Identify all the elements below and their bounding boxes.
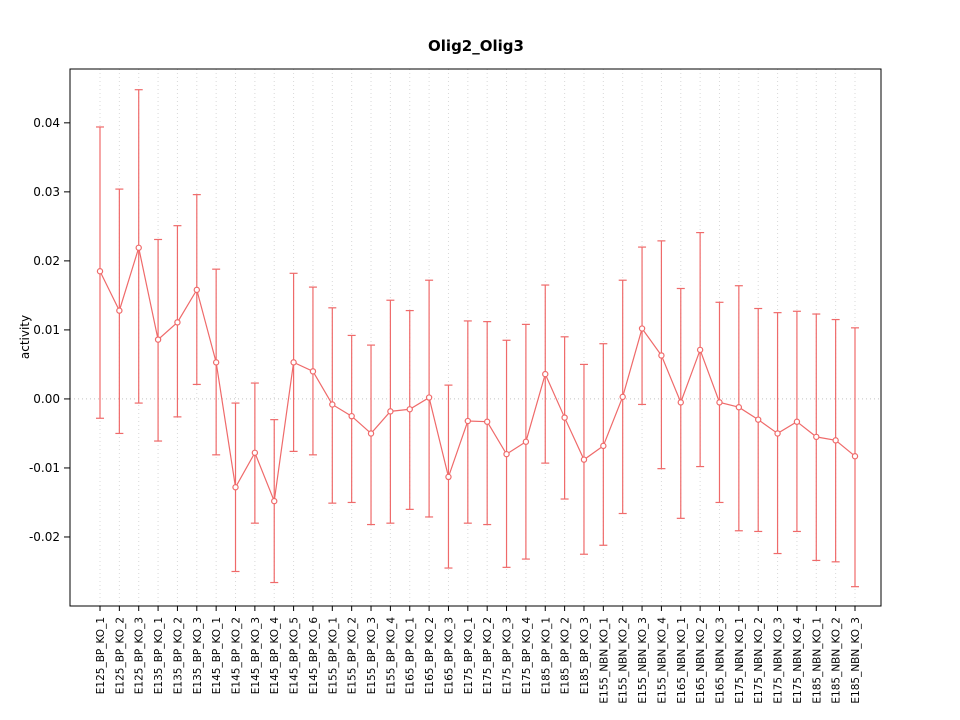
data-point (174, 319, 181, 326)
data-point (329, 401, 336, 408)
data-point (464, 417, 472, 425)
data-point (619, 393, 626, 401)
x-tick-label: E185_BP_KO_1 (540, 617, 552, 694)
data-point (387, 408, 394, 415)
data-point (832, 437, 839, 444)
data-point (658, 352, 665, 359)
y-tick-label: 0.03 (33, 185, 60, 199)
data-point (116, 307, 123, 314)
plot-border (69, 68, 882, 607)
data-point (212, 359, 220, 366)
y-tick-label: -0.02 (29, 530, 60, 544)
data-point (793, 418, 801, 425)
x-tick-label: E165_BP_KO_1 (405, 617, 417, 694)
x-tick-label: E145_BP_KO_6 (308, 617, 320, 695)
data-point (232, 484, 239, 491)
x-tick-label: E175_NBN_KO_1 (734, 617, 746, 704)
data-point (367, 430, 375, 437)
data-point (193, 286, 200, 294)
data-point (96, 268, 104, 275)
x-tick-label: E185_BP_KO_2 (560, 617, 572, 694)
data-point (425, 394, 433, 401)
x-tick-label: E165_BP_KO_3 (443, 617, 455, 694)
data-point (696, 346, 704, 354)
x-tick-label: E125_BP_KO_2 (114, 617, 126, 694)
x-tick-label: E165_NBN_KO_1 (676, 617, 688, 704)
data-point (580, 456, 588, 463)
data-point (522, 438, 530, 445)
x-tick-label: E155_NBN_KO_4 (656, 617, 668, 704)
data-point (348, 412, 355, 420)
x-tick-label: E155_NBN_KO_1 (598, 617, 610, 704)
x-tick-label: E175_NBN_KO_2 (753, 617, 765, 704)
x-tick-label: E155_NBN_KO_2 (618, 617, 630, 704)
data-point (851, 453, 859, 460)
x-tick-label: E155_NBN_KO_3 (637, 617, 649, 704)
x-tick-label: E175_BP_KO_3 (502, 617, 514, 694)
y-tick-label: 0.01 (33, 323, 60, 337)
data-point (154, 336, 162, 343)
series-line (99, 245, 856, 504)
data-point (561, 414, 568, 421)
data-point (677, 399, 684, 406)
data-point (406, 406, 413, 413)
x-tick-label: E185_NBN_KO_3 (850, 617, 862, 704)
x-tick-label: E145_BP_KO_4 (269, 617, 281, 695)
data-point (135, 244, 142, 251)
x-tick-label: E135_BP_KO_3 (192, 617, 204, 694)
y-axis-label: activity (18, 314, 32, 360)
x-tick-label: E175_NBN_KO_3 (773, 617, 785, 704)
x-tick-label: E175_BP_KO_2 (482, 617, 494, 694)
data-point (774, 430, 781, 437)
x-tick-label: E165_NBN_KO_3 (714, 617, 726, 704)
y-tick-label: 0.00 (33, 392, 60, 406)
x-tick-label: E155_BP_KO_3 (366, 617, 378, 694)
data-point (600, 442, 607, 450)
data-point (251, 449, 259, 456)
x-tick-label: E125_BP_KO_1 (95, 617, 107, 694)
x-tick-label: E145_BP_KO_5 (289, 617, 301, 694)
x-tick-label: E185_BP_KO_3 (579, 617, 591, 694)
data-point (483, 418, 491, 425)
data-point (638, 325, 646, 332)
x-tick-label: E155_BP_KO_2 (347, 617, 359, 694)
data-point (542, 370, 549, 378)
x-tick-label: E175_BP_KO_1 (463, 617, 475, 694)
x-tick-label: E145_BP_KO_1 (211, 617, 223, 694)
x-tick-label: E155_BP_KO_4 (385, 617, 397, 695)
data-point (290, 359, 297, 366)
x-tick-label: E175_NBN_KO_4 (792, 617, 804, 704)
data-point (755, 416, 762, 423)
x-tick-label: E185_NBN_KO_1 (811, 617, 823, 704)
data-point (309, 368, 317, 375)
x-tick-label: E165_NBN_KO_2 (695, 617, 707, 704)
x-tick-label: E185_NBN_KO_2 (831, 617, 843, 704)
x-tick-label: E135_BP_KO_2 (172, 617, 184, 694)
x-tick-label: E125_BP_KO_3 (134, 617, 146, 694)
x-tick-label: E145_BP_KO_3 (250, 617, 262, 694)
x-tick-label: E175_BP_KO_4 (521, 617, 533, 695)
data-point (271, 497, 278, 505)
chart-title: Olig2_Olig3 (428, 37, 524, 55)
data-point (503, 450, 510, 458)
y-tick-label: 0.02 (33, 254, 60, 268)
y-tick-label: 0.04 (33, 116, 60, 130)
x-tick-label: E135_BP_KO_1 (153, 617, 165, 694)
data-point (735, 404, 743, 411)
data-point (813, 433, 820, 441)
data-point (445, 473, 452, 481)
y-tick-label: -0.01 (29, 461, 60, 475)
x-tick-label: E155_BP_KO_1 (327, 617, 339, 694)
x-tick-label: E145_BP_KO_2 (231, 617, 243, 694)
x-tick-label: E165_BP_KO_2 (424, 617, 436, 694)
data-point (716, 399, 723, 406)
